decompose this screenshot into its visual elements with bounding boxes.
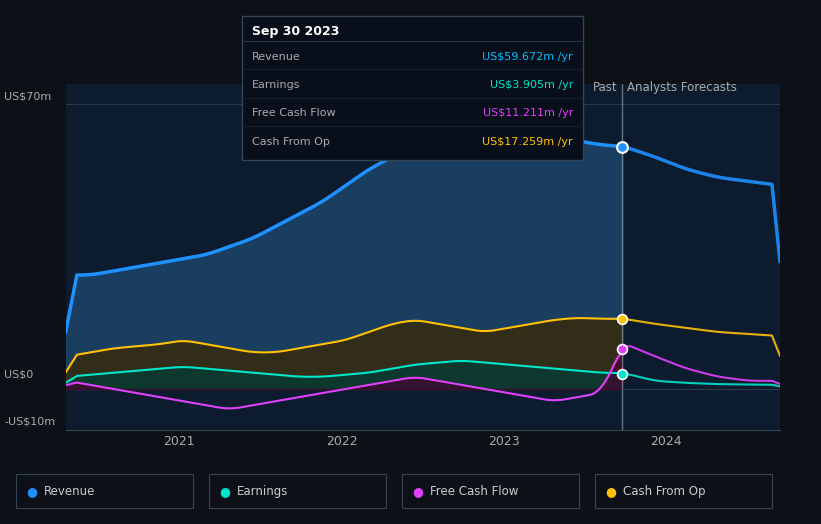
Text: Sep 30 2023: Sep 30 2023 [252,25,339,38]
Text: -US$10m: -US$10m [4,417,55,427]
Text: ●: ● [26,485,37,498]
Text: Free Cash Flow: Free Cash Flow [252,108,336,118]
Text: Revenue: Revenue [252,51,300,61]
Point [616,143,629,151]
Text: Cash From Op: Cash From Op [252,137,330,147]
Text: ●: ● [605,485,616,498]
Text: US$70m: US$70m [4,92,52,102]
Point [616,344,629,353]
Text: Cash From Op: Cash From Op [623,485,705,498]
Text: US$0: US$0 [4,369,34,380]
Text: Past: Past [593,81,617,94]
Text: ●: ● [219,485,230,498]
Text: Earnings: Earnings [237,485,289,498]
Point [616,369,629,378]
Text: US$17.259m /yr: US$17.259m /yr [483,137,573,147]
Text: Analysts Forecasts: Analysts Forecasts [627,81,737,94]
Text: US$3.905m /yr: US$3.905m /yr [489,80,573,90]
Text: Earnings: Earnings [252,80,300,90]
Text: US$59.672m /yr: US$59.672m /yr [483,51,573,61]
Text: ●: ● [412,485,423,498]
Text: US$11.211m /yr: US$11.211m /yr [483,108,573,118]
Text: Free Cash Flow: Free Cash Flow [430,485,519,498]
Point [616,315,629,323]
Text: Revenue: Revenue [44,485,96,498]
